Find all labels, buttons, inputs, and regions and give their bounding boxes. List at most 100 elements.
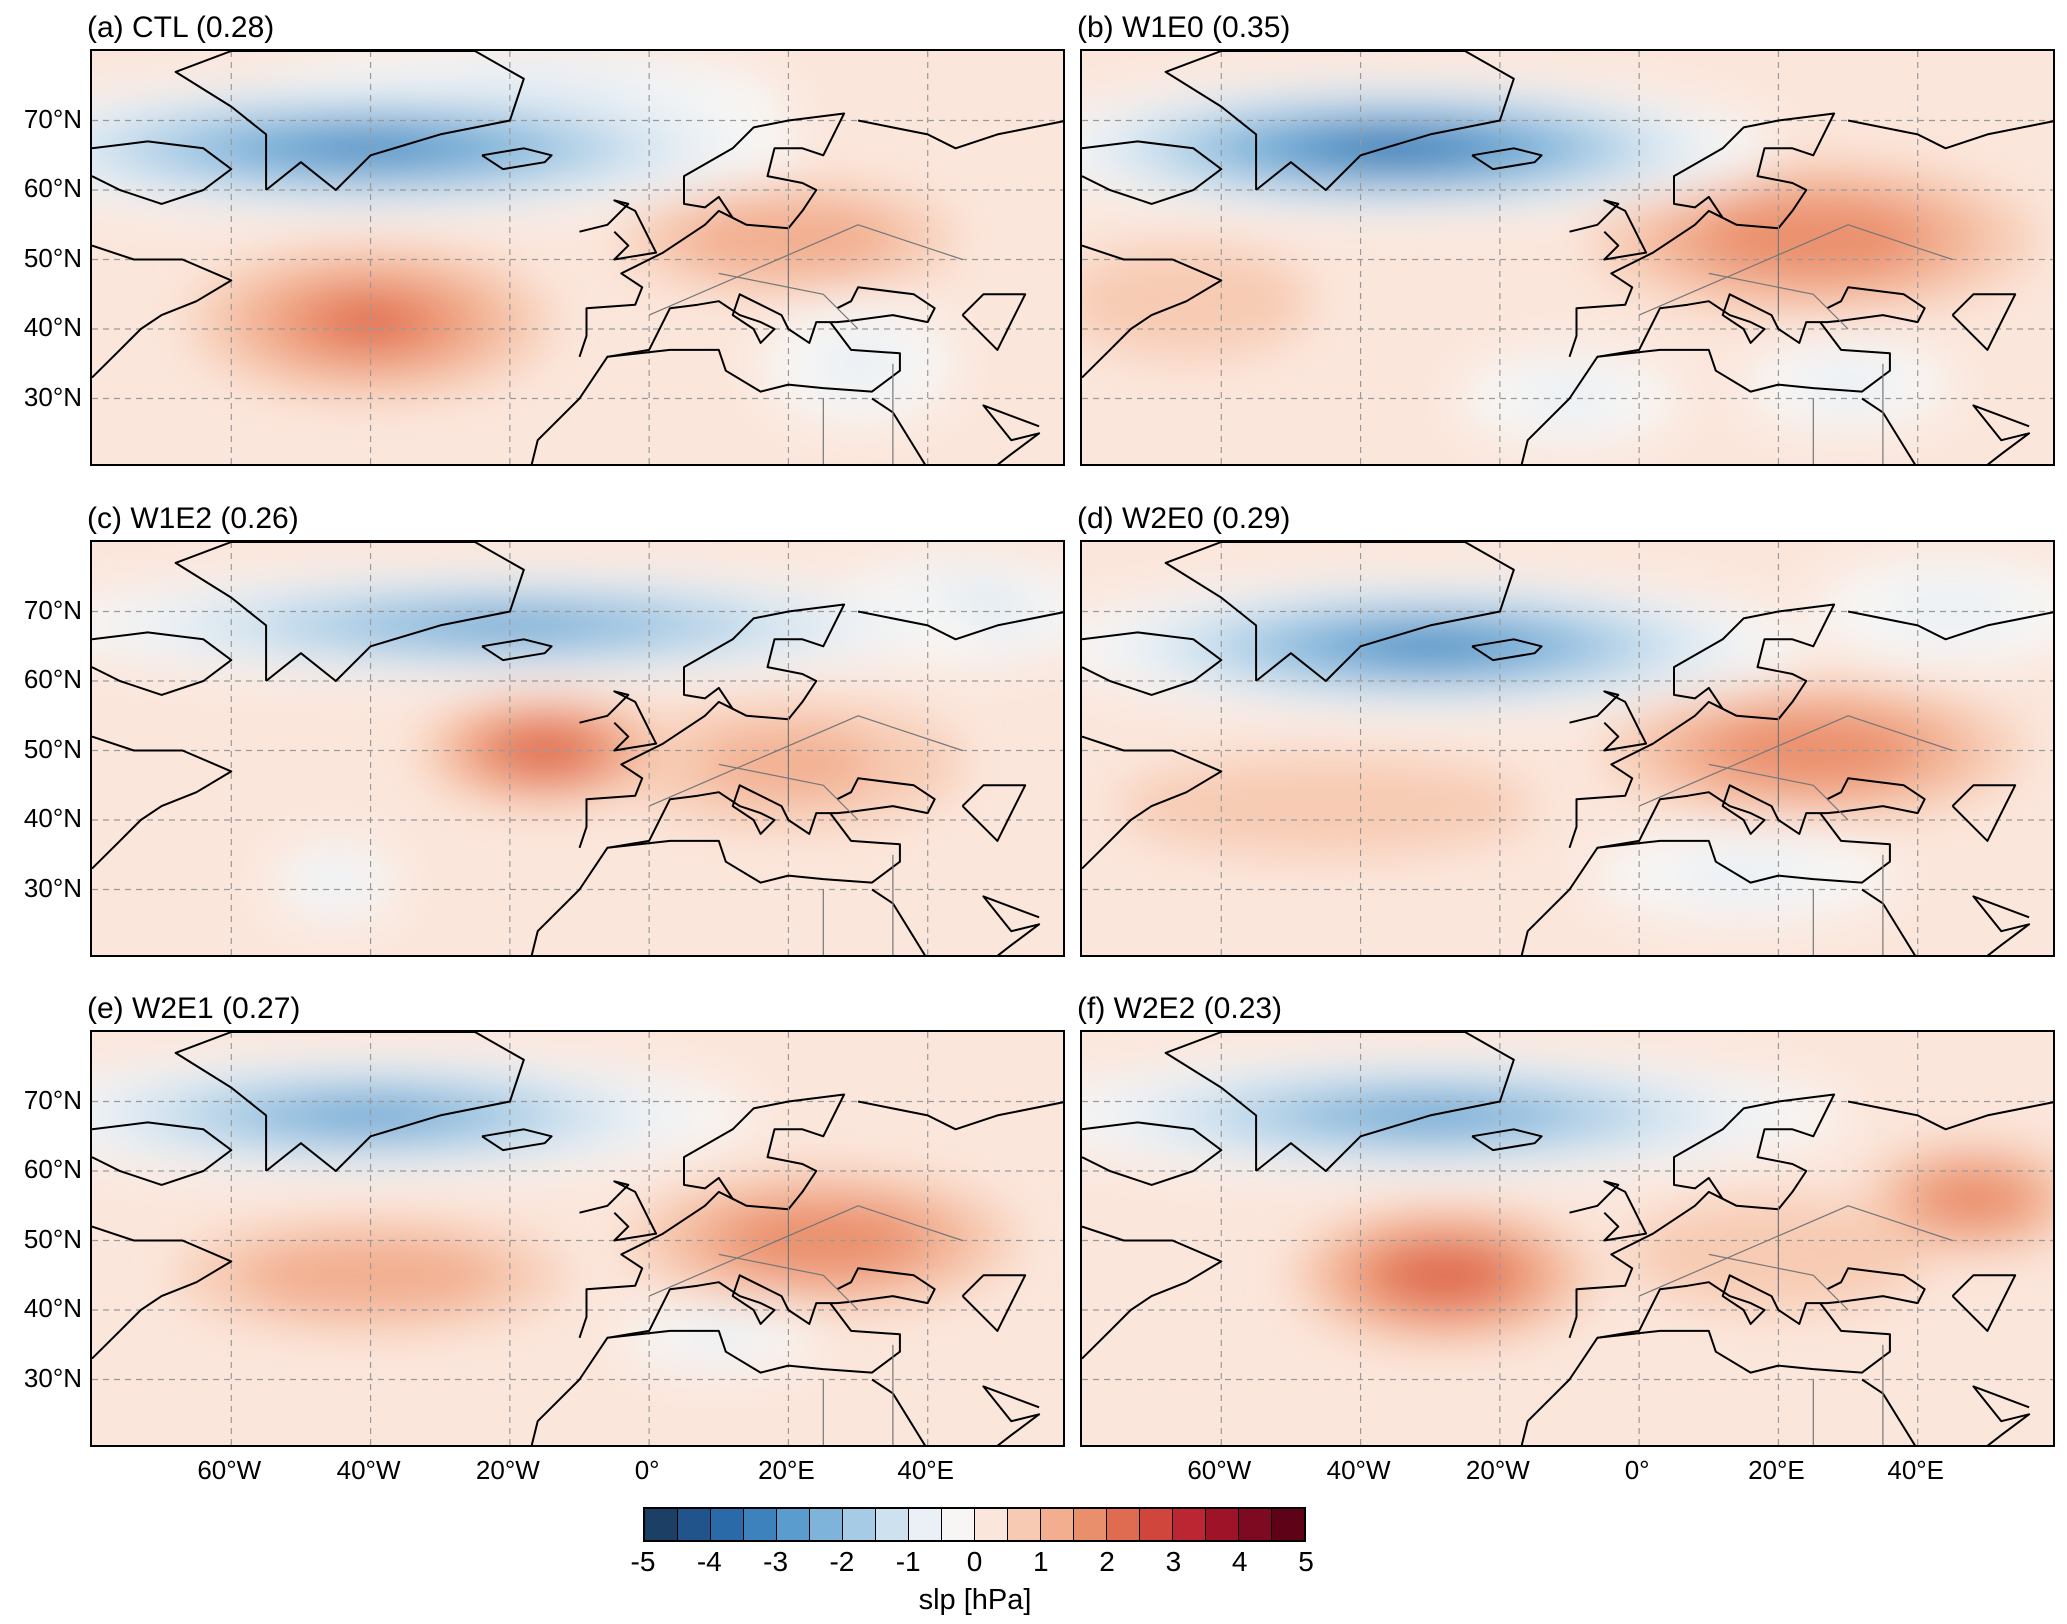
slp-anomaly-map (92, 542, 1063, 955)
colorbar-tick-label: -5 (630, 1546, 656, 1577)
coastline (1164, 51, 1515, 191)
longitude-tick-label: 0° (1624, 1455, 1650, 1485)
colorbar-swatch (1041, 1509, 1074, 1540)
slp-contour-region (1945, 1184, 2002, 1213)
country-border (648, 715, 963, 807)
longitude-tick-label: 20°W (1465, 1455, 1530, 1485)
coastline (1597, 286, 1926, 358)
colorbar-swatch (1239, 1509, 1272, 1540)
colorbar-swatch (975, 1509, 1008, 1540)
colorbar-swatch (711, 1509, 744, 1540)
colorbar-swatch (876, 1509, 909, 1540)
coastline (92, 1121, 233, 1186)
slp-contour-region (325, 302, 416, 342)
latitude-tick-label: 40°N (23, 1293, 82, 1323)
latitude-tick-label: 30°N (23, 1362, 82, 1393)
longitude-tick-label: 40°E (1887, 1455, 1945, 1485)
coastline (1951, 784, 2017, 842)
coastline (857, 1100, 1063, 1131)
panel-title: (b) W1E0 (0.35) (1077, 11, 1291, 44)
country-border (1708, 763, 1849, 821)
coastline (1520, 812, 1891, 955)
coastline (1082, 1121, 1223, 1186)
coastline (1861, 397, 2031, 464)
panel-title: (e) W2E1 (0.27) (87, 992, 301, 1025)
colorbar-swatch (777, 1509, 810, 1540)
country-border (1638, 224, 1953, 316)
colorbar-swatch (909, 1509, 942, 1540)
coastline (530, 321, 901, 464)
colorbar-swatch (1140, 1509, 1173, 1540)
colorbar-tick-label: -4 (696, 1546, 722, 1577)
slp-contour-region (809, 332, 907, 396)
longitude-tick-label: 60°W (197, 1455, 262, 1485)
coastline (579, 1180, 658, 1242)
coastline (1082, 140, 1223, 205)
coastline (961, 784, 1027, 842)
map-panel (1080, 540, 2055, 957)
slp-contour-region (1795, 360, 1901, 409)
country-border (718, 1253, 859, 1311)
coastline (1847, 610, 2053, 641)
slp-anomaly-map (1082, 51, 2053, 464)
latitude-tick-label: 40°N (23, 312, 82, 342)
slp-contour-region (1667, 851, 1821, 900)
slp-contour-region (304, 861, 368, 904)
coastline (1082, 735, 1223, 870)
coastline (1597, 1267, 1926, 1339)
coastline (607, 777, 936, 849)
longitude-tick-label: 20°E (758, 1455, 815, 1485)
coastline (1951, 1274, 2017, 1332)
country-border (718, 763, 859, 821)
coastline (174, 51, 525, 191)
latitude-tick-label: 70°N (23, 594, 82, 625)
coastline (578, 112, 846, 358)
latitude-tick-label: 60°N (23, 173, 82, 203)
coastline (1847, 1100, 2053, 1131)
latitude-tick-label: 30°N (23, 381, 82, 412)
coastline (871, 397, 1041, 464)
colorbar-swatch (1173, 1509, 1206, 1540)
coastline (92, 1225, 233, 1360)
latitude-tick-label: 30°N (23, 872, 82, 903)
latitude-tick-label: 50°N (23, 242, 82, 273)
coastline (1861, 888, 2031, 955)
coastline (481, 147, 553, 171)
panel-title: (d) W2E0 (0.29) (1077, 502, 1291, 535)
colorbar-swatch (1206, 1509, 1239, 1540)
colorbar-tick-label: 4 (1231, 1546, 1248, 1577)
coastline (1951, 293, 2017, 351)
coastline (579, 690, 658, 752)
slp-contour-region (1413, 1261, 1475, 1290)
panel-title: (c) W1E2 (0.26) (87, 502, 299, 535)
slp-anomaly-map (92, 1032, 1063, 1445)
coastline (481, 1128, 553, 1152)
coastline (1471, 1128, 1543, 1152)
latitude-tick-label: 70°N (23, 1084, 82, 1115)
longitude-tick-label: 40°W (1326, 1455, 1391, 1485)
colorbar-tick-label: 1 (1033, 1546, 1049, 1577)
coastline (578, 1093, 846, 1339)
slp-contour-region (670, 1320, 768, 1356)
longitude-tick-label: 20°E (1748, 1455, 1805, 1485)
colorbar-swatch (678, 1509, 711, 1540)
coastline (1082, 631, 1223, 696)
coastline (857, 610, 1063, 641)
coastline (607, 1267, 936, 1339)
coastline (578, 603, 846, 849)
panel-title: (f) W2E2 (0.23) (1077, 992, 1283, 1025)
coastline (1471, 638, 1543, 662)
colorbar-swatch (744, 1509, 777, 1540)
colorbar-swatch (1107, 1509, 1140, 1540)
colorbar-swatch (1008, 1509, 1041, 1540)
coastline (174, 542, 525, 682)
colorbar-tick-label: -1 (895, 1546, 921, 1577)
coastline (530, 1302, 901, 1445)
map-panel (90, 540, 1065, 957)
coastline (1861, 1378, 2031, 1445)
slp-contour-region (1375, 636, 1485, 657)
colorbar-swatch (1272, 1509, 1304, 1540)
coastline (1568, 603, 1836, 849)
coastline (1568, 112, 1836, 358)
colorbar-swatch (1074, 1509, 1107, 1540)
